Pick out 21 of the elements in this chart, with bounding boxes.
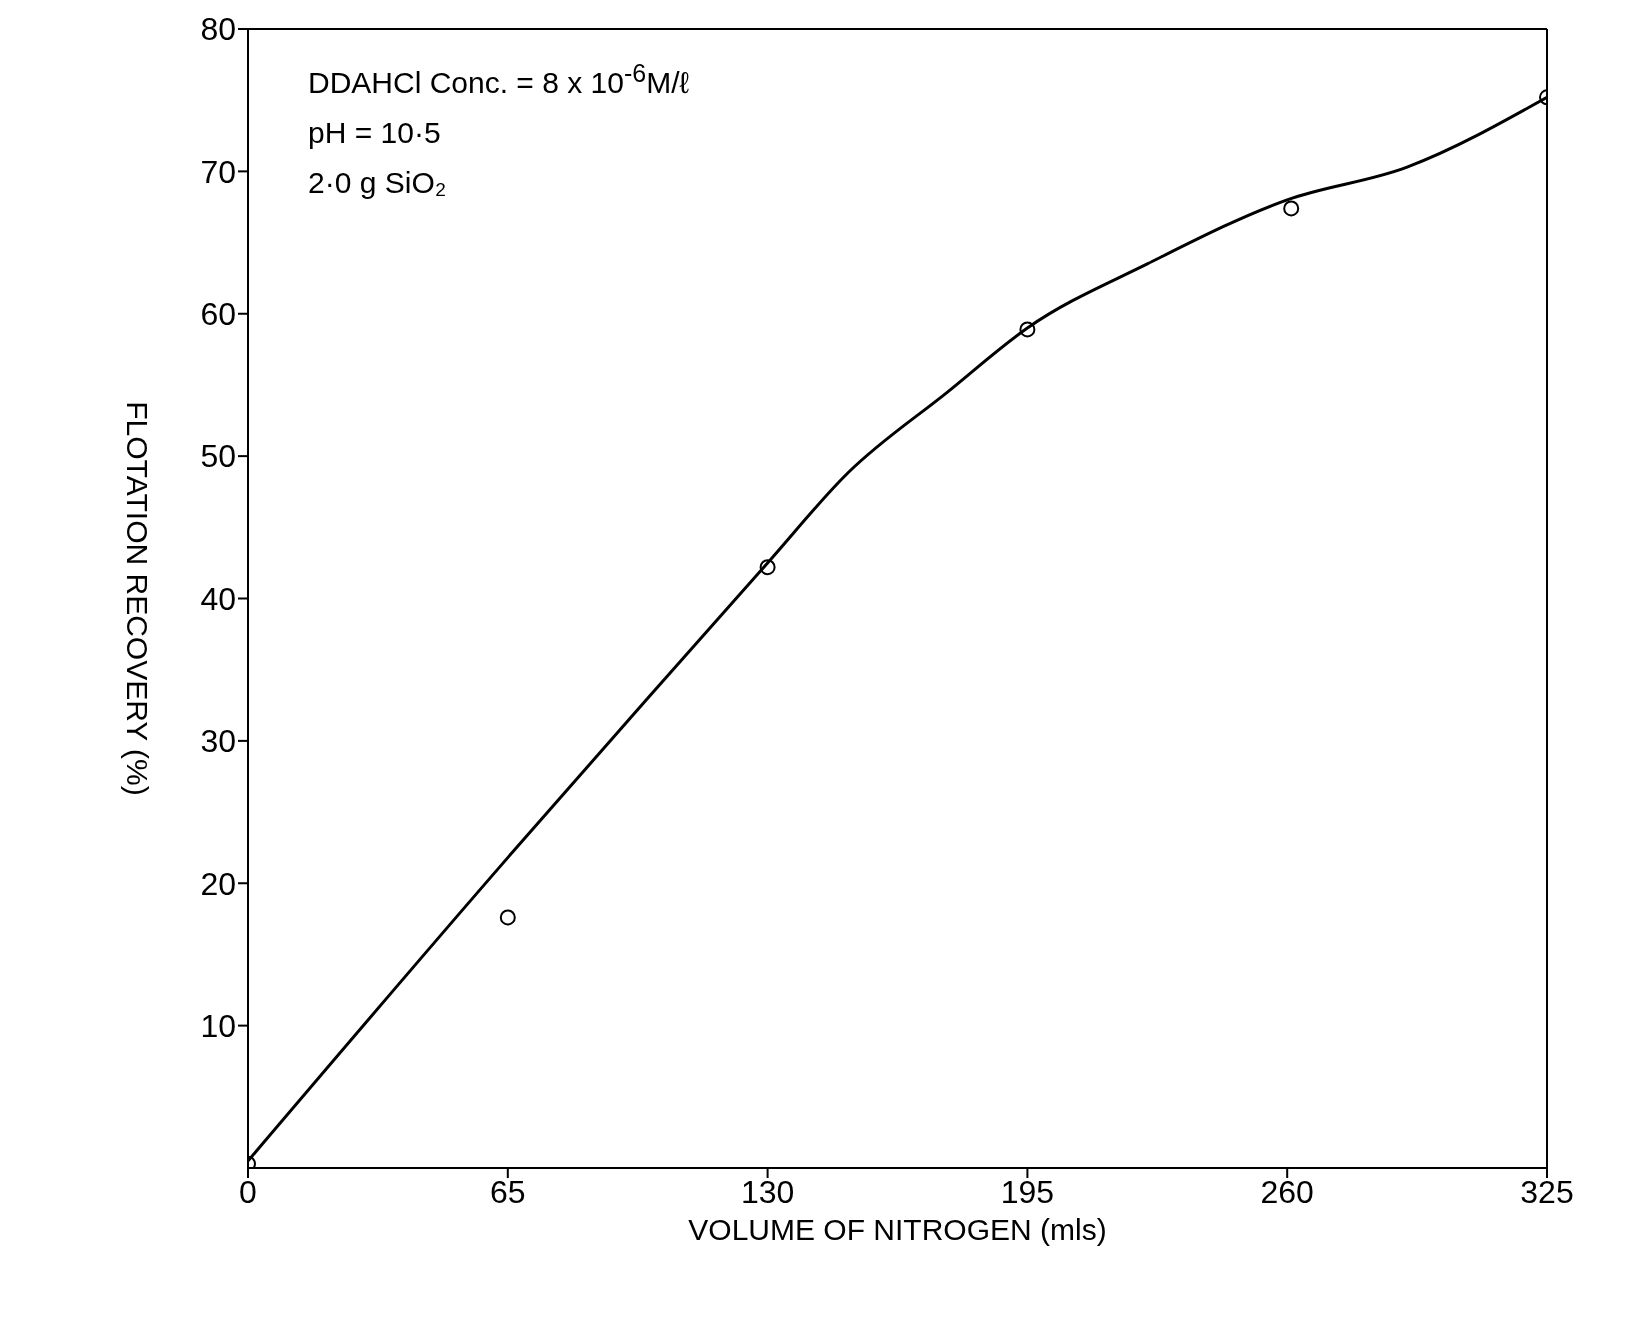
y-tick-label: 20 [200, 865, 236, 902]
x-tick-label: 0 [239, 1173, 257, 1210]
x-tick-label: 325 [1520, 1173, 1574, 1210]
y-tick-label: 60 [200, 296, 236, 333]
point [759, 559, 776, 576]
y-tick-label: 40 [200, 580, 236, 617]
annotation: pH = 10·5 [308, 115, 442, 151]
annotation: 2·0 g SiO₂ [308, 165, 448, 201]
y-tick-label: 10 [200, 1007, 236, 1044]
x-tick-label: 260 [1260, 1173, 1314, 1210]
annotation: DDAHCl Conc. = 8 x 10$^{-6}$M/ℓ [308, 58, 690, 101]
x-tick-label: 195 [1000, 1173, 1055, 1210]
y-tick-label: 30 [200, 723, 236, 760]
x-axis-title: VOLUME OF NITROGEN (mls) [688, 1213, 1107, 1246]
y-tick-label: 70 [200, 153, 236, 190]
x-tick-label: 130 [740, 1173, 795, 1210]
point [1019, 321, 1036, 338]
y-axis-title: FLOTATION RECOVERY (%) [121, 401, 155, 796]
x-tick-label: 65 [490, 1173, 526, 1210]
y-tick-label: 50 [200, 438, 236, 475]
y-tick-label: 80 [200, 11, 236, 48]
